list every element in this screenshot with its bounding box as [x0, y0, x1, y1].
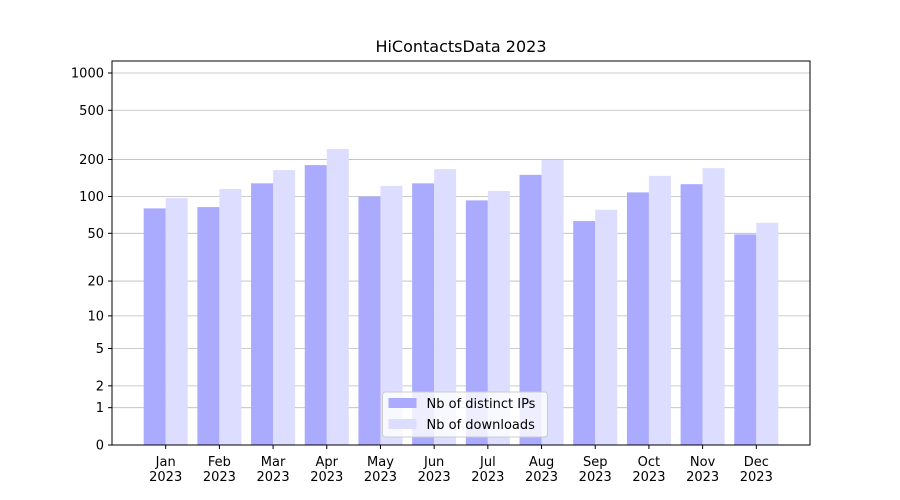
legend-label: Nb of downloads: [427, 418, 536, 433]
x-tick-label: May 2023: [364, 455, 397, 485]
bar: [412, 183, 435, 445]
bar: [648, 175, 671, 446]
y-tick-label: 1: [96, 401, 104, 416]
legend-swatch: [388, 419, 417, 429]
x-tick-label: Jun 2023: [418, 455, 451, 485]
bar: [519, 174, 542, 445]
bar: [273, 170, 296, 445]
bar: [465, 200, 488, 445]
bar: [304, 165, 327, 445]
bar: [626, 192, 649, 445]
x-tick-label: Jul 2023: [471, 455, 504, 485]
bar: [573, 221, 596, 445]
x-tick-label: Oct 2023: [632, 455, 665, 485]
x-tick-label: Dec 2023: [740, 455, 773, 485]
y-tick-label: 200: [79, 153, 104, 168]
bar: [702, 168, 725, 445]
bar: [434, 169, 457, 446]
legend-label: Nb of distinct IPs: [427, 397, 536, 412]
y-tick-label: 1000: [71, 67, 104, 82]
y-tick-label: 100: [79, 190, 104, 205]
bar: [595, 209, 618, 445]
bar: [541, 159, 564, 445]
bar: [219, 189, 242, 445]
x-tick-label: Nov 2023: [686, 455, 719, 485]
y-tick-label: 5: [96, 342, 104, 357]
bar: [734, 234, 757, 445]
bar: [756, 222, 779, 445]
chart-title: HiContactsData 2023: [375, 37, 546, 56]
x-tick-label: Aug 2023: [525, 455, 558, 485]
y-tick-label: 500: [79, 104, 104, 119]
bar: [680, 184, 703, 445]
y-tick-label: 10: [87, 309, 104, 324]
x-tick-label: Mar 2023: [257, 455, 290, 485]
legend-box: [382, 391, 548, 438]
bar: [487, 190, 510, 445]
bar: [165, 198, 188, 445]
y-tick-label: 50: [87, 227, 104, 242]
x-tick-label: Sep 2023: [579, 455, 612, 485]
bar: [251, 183, 274, 445]
bar: [197, 207, 220, 445]
x-tick-label: Apr 2023: [310, 455, 343, 485]
bar: [358, 196, 381, 445]
plot-frame: [111, 60, 811, 446]
legend-swatch: [388, 398, 417, 408]
bar: [326, 149, 349, 446]
bar: [143, 208, 166, 445]
y-tick-label: 2: [96, 379, 104, 394]
x-tick-label: Feb 2023: [203, 455, 236, 485]
bar: [380, 185, 403, 445]
y-tick-label: 0: [96, 439, 104, 454]
x-tick-label: Jan 2023: [149, 455, 182, 485]
y-tick-label: 20: [87, 275, 104, 290]
